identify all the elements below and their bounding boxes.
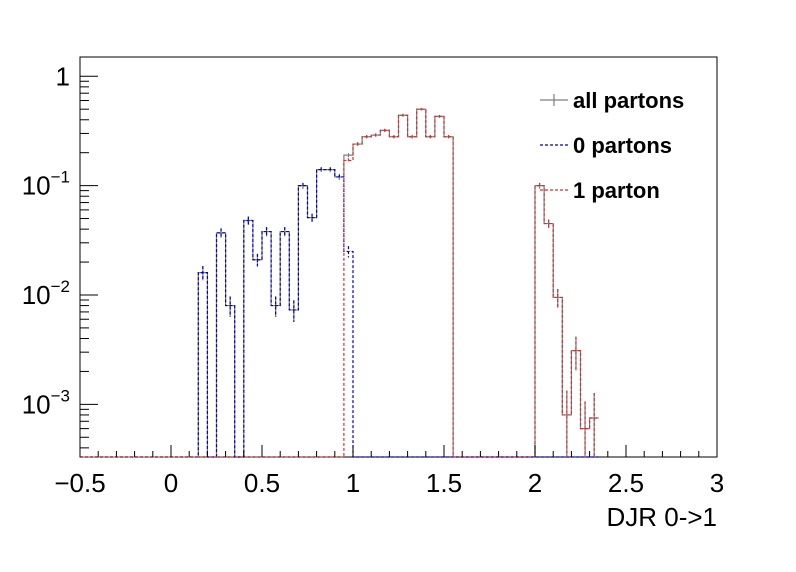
axis-layer: −0.5 0 0.5 1 1.5 2 2.5 3 1 10−1 10−2 10−3: [22, 61, 725, 498]
x-tick-label: 1: [346, 468, 360, 498]
x-tick-label: 2: [528, 468, 542, 498]
y-tick-label: 1: [56, 61, 70, 91]
y-tick-label: 10−2: [22, 277, 70, 310]
legend-entry-1: 0 partons: [540, 133, 672, 158]
legend-entry-0: all partons: [540, 88, 684, 113]
x-tick-label: 3: [710, 468, 724, 498]
y-tick-label: 10−3: [22, 386, 70, 419]
y-tick-label: 10−1: [22, 168, 70, 201]
x-tick-label: 2.5: [608, 468, 644, 498]
series-layer: [80, 107, 599, 458]
legend-label: all partons: [573, 88, 684, 113]
x-tick-label: 0.5: [244, 468, 280, 498]
legend-entry-2: 1 parton: [540, 178, 660, 203]
legend-label: 1 parton: [573, 178, 660, 203]
legend-label: 0 partons: [573, 133, 672, 158]
x-tick-label: −0.5: [54, 468, 105, 498]
x-tick-label: 1.5: [426, 468, 462, 498]
series-2: [80, 107, 599, 458]
x-axis-title: DJR 0->1: [606, 502, 717, 532]
legend: all partons 0 partons 1 parton: [540, 88, 684, 203]
x-tick-label: 0: [164, 468, 178, 498]
